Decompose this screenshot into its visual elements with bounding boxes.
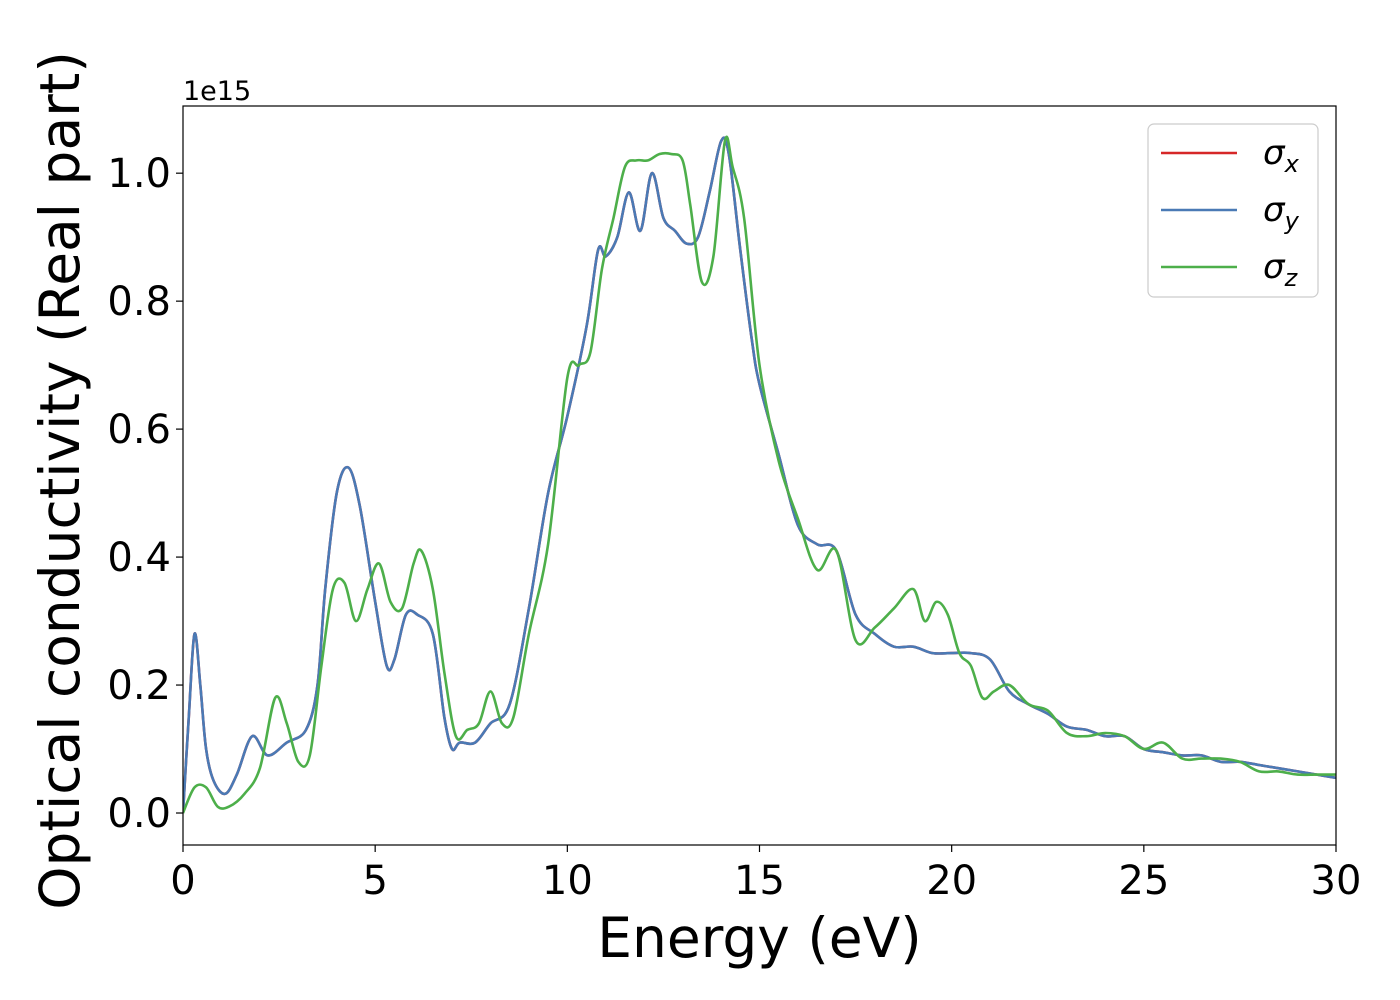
series-line-y (183, 136, 1336, 814)
y-tick-label: 0.2 (107, 663, 171, 709)
legend-label-z: σz (1263, 247, 1299, 292)
series-lines (183, 135, 1336, 814)
y-axis-label: Optical conductivity (Real part) (28, 51, 92, 910)
series-line-z (183, 135, 1336, 814)
x-axis: 0 5 10 15 20 25 30 (170, 845, 1361, 904)
legend-label-y: σy (1263, 190, 1300, 235)
legend: σx σy σz (1147, 123, 1319, 298)
x-axis-label: Energy (eV) (597, 906, 921, 970)
x-tick-label: 15 (734, 858, 785, 904)
y-axis: 0.0 0.2 0.4 0.6 0.8 1.0 (107, 151, 183, 837)
y-tick-label: 0.8 (107, 279, 171, 325)
x-tick-label: 25 (1118, 858, 1169, 904)
x-tick-label: 20 (926, 858, 977, 904)
y-tick-label: 1.0 (107, 151, 171, 197)
y-tick-label: 0.6 (107, 407, 171, 453)
y-offset-label: 1e15 (183, 76, 251, 107)
y-tick-label: 0.0 (107, 791, 171, 837)
x-tick-label: 5 (362, 858, 387, 904)
x-tick-label: 0 (170, 858, 195, 904)
y-tick-label: 0.4 (107, 535, 171, 581)
legend-label-x: σx (1263, 133, 1300, 178)
x-tick-label: 10 (542, 858, 593, 904)
x-tick-label: 30 (1311, 858, 1362, 904)
